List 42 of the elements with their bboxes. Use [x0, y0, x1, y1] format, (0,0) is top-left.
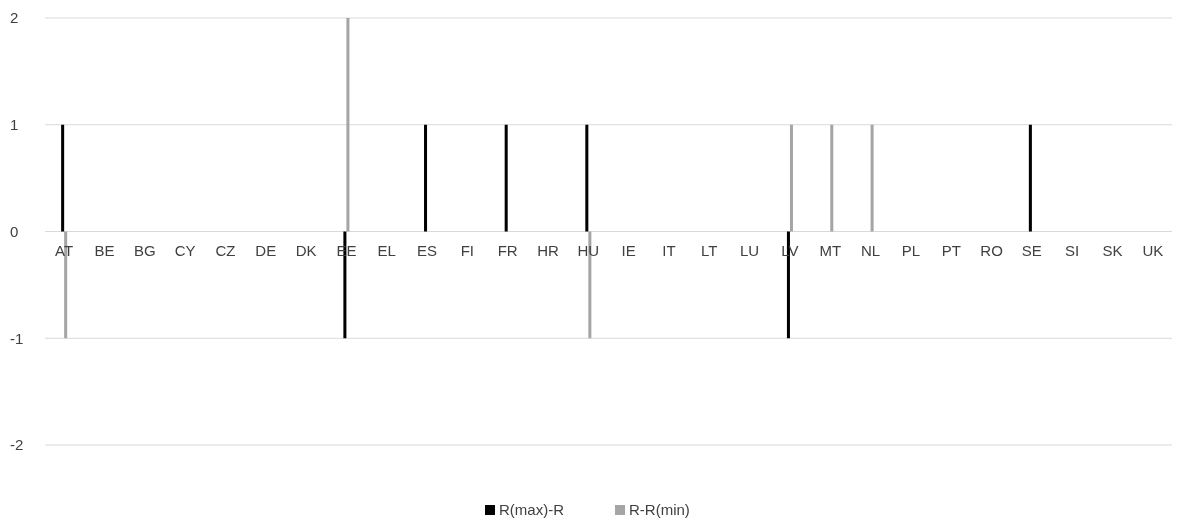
- x-tick-label: PL: [901, 241, 921, 259]
- y-tick-label: 0: [10, 222, 19, 240]
- bar: [61, 124, 65, 232]
- x-tick-label: SE: [1021, 241, 1042, 259]
- x-tick-label: BG: [133, 241, 156, 259]
- x-tick-label: PT: [941, 241, 961, 259]
- x-tick-label: CY: [174, 241, 196, 259]
- y-tick-label: 1: [10, 116, 19, 133]
- bar: [1028, 124, 1032, 232]
- x-tick-label: HU: [577, 241, 600, 259]
- bar: [789, 124, 793, 232]
- x-tick-label: ES: [417, 241, 438, 259]
- legend-label: R(max)-R: [499, 501, 565, 518]
- x-tick-label: IT: [662, 241, 676, 259]
- x-tick-label: DE: [255, 241, 277, 259]
- x-tick-label: EL: [377, 241, 396, 259]
- x-tick-label: LT: [701, 241, 718, 259]
- bar: [870, 124, 874, 232]
- bar: [585, 124, 589, 232]
- x-tick-label: HR: [537, 241, 560, 259]
- x-tick-label: BE: [94, 241, 115, 259]
- bar: [830, 124, 834, 232]
- y-tick-label: 2: [10, 9, 19, 27]
- x-tick-label: DK: [295, 241, 317, 259]
- bar: [504, 124, 508, 232]
- x-tick-label: UK: [1142, 241, 1164, 259]
- x-tick-label: FI: [460, 241, 475, 259]
- y-tick-label: -2: [10, 436, 24, 454]
- bar: [346, 18, 350, 232]
- x-tick-label: RO: [980, 241, 1003, 259]
- x-tick-label: AT: [55, 241, 74, 259]
- y-tick-label: -1: [10, 329, 24, 347]
- x-tick-label: LU: [740, 241, 760, 259]
- x-tick-label: CZ: [215, 241, 236, 259]
- x-tick-label: IE: [621, 241, 636, 259]
- x-tick-label: SI: [1065, 241, 1080, 259]
- x-tick-label: MT: [819, 241, 842, 259]
- x-tick-label: FR: [497, 241, 518, 259]
- x-tick-label: NL: [861, 241, 881, 259]
- bar: [424, 124, 428, 232]
- x-tick-label: SK: [1102, 241, 1123, 259]
- legend-label: R-R(min): [629, 501, 690, 518]
